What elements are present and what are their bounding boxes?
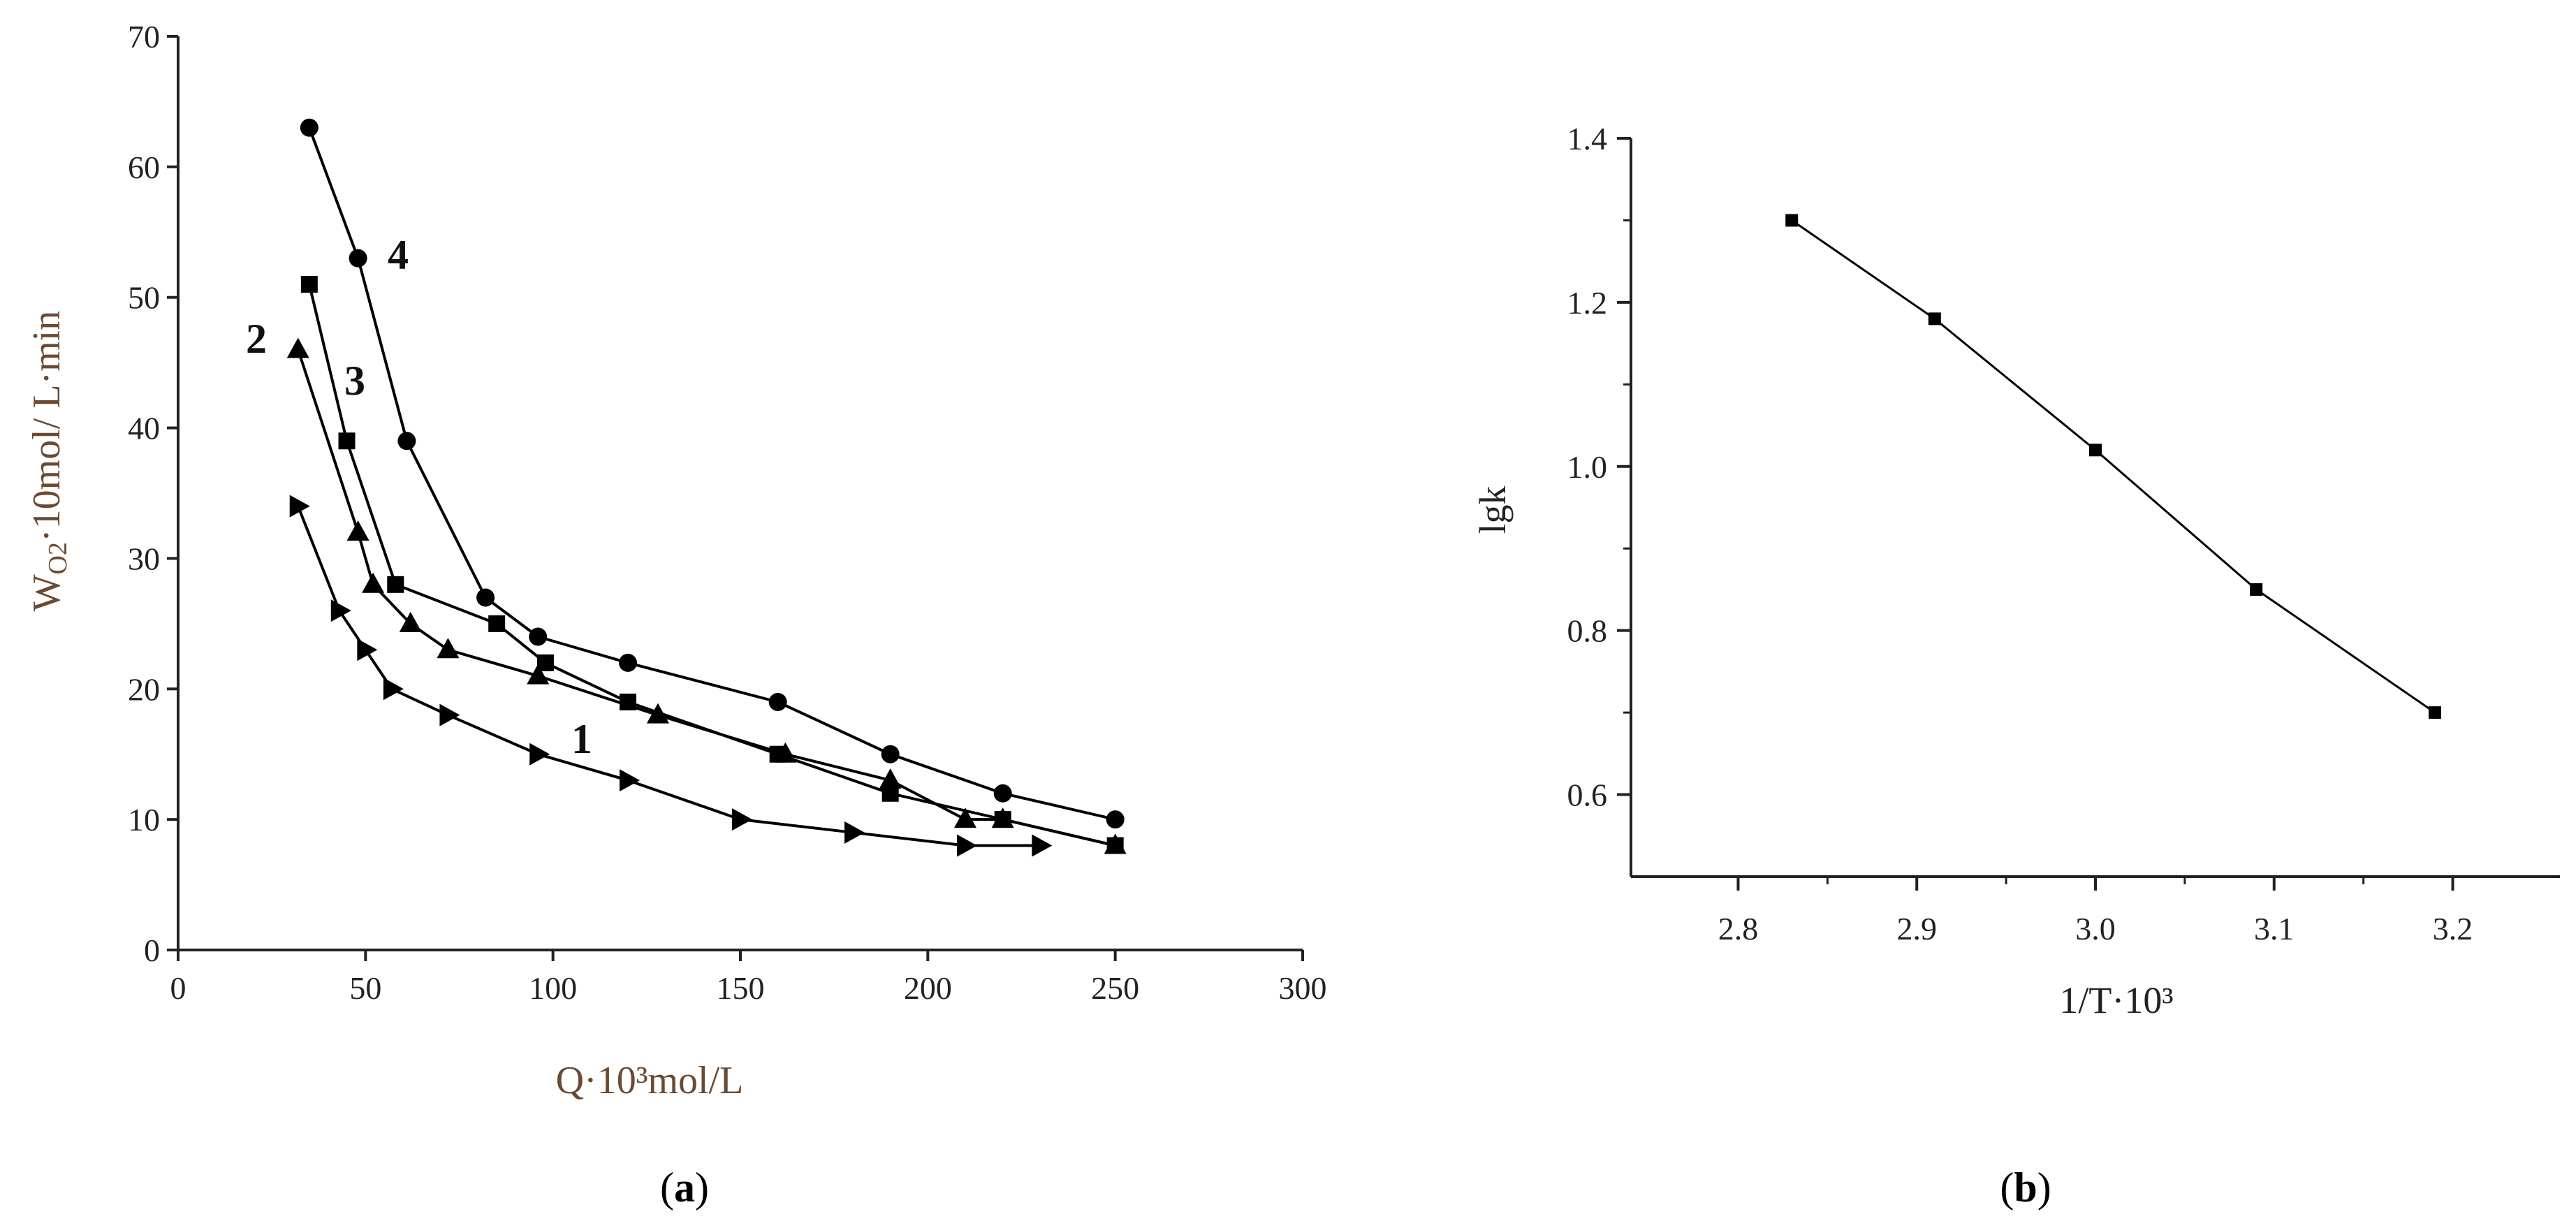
- panel-b-series-lgk-point: [2089, 444, 2102, 457]
- panel-a-series-3-point: [620, 693, 636, 710]
- panel-a-y-tick-label: 10: [128, 802, 160, 838]
- panel-a-series-4-point: [619, 653, 637, 672]
- panel-a-series-2-point: [286, 337, 309, 358]
- panel-a-series-1-point: [844, 821, 865, 844]
- panel-a-series-4-point: [529, 627, 548, 646]
- panel-b-y-tick-label: 1.4: [1567, 121, 1608, 156]
- panel-b-x-tick-label: 2.8: [1718, 911, 1759, 946]
- panel-a-series-1-point: [330, 599, 351, 622]
- panel-a-series-1-point: [732, 808, 752, 831]
- panel-b-caption: (b): [2000, 1164, 2051, 1211]
- panel-a-x-tick-label: 150: [717, 970, 765, 1006]
- panel-a-series-1-line: [296, 505, 1041, 847]
- panel-a-series-4-point: [397, 432, 416, 451]
- panel-a-series-1-point: [383, 678, 404, 701]
- panel-b-series-lgk-point: [2428, 706, 2441, 719]
- panel-a-series-4-point: [993, 784, 1012, 803]
- panel-a-series-2-point: [879, 768, 902, 789]
- panel-a-series-3-point: [488, 615, 506, 632]
- panel-b-y-tick-label: 1.0: [1567, 449, 1608, 485]
- panel-a-x-axis-title: Q·10³mol/L: [556, 1059, 744, 1102]
- panel-a-series-2-point: [346, 520, 369, 541]
- panel-a-series-1-point: [957, 834, 977, 857]
- panel-b-x-tick-label: 3.2: [2433, 911, 2473, 946]
- series-label-2: 2: [246, 316, 267, 362]
- panel-b-y-tick-label: 0.6: [1567, 777, 1608, 813]
- panel-b-series-lgk-point: [1785, 214, 1799, 227]
- panel-a-y-tick-label: 0: [144, 933, 160, 968]
- panel-a-y-tick-label: 20: [128, 671, 160, 707]
- panel-b-y-tick-label: 0.8: [1567, 613, 1608, 649]
- panel-b-series-lgk-point: [2250, 583, 2263, 596]
- panel-b-y-axis-title: lgk: [1472, 485, 1514, 534]
- panel-a-x-tick-label: 50: [349, 970, 381, 1006]
- panel-a-series-4-point: [1106, 810, 1125, 829]
- panel-a-y-tick-label: 50: [128, 280, 160, 316]
- panel-a-series-3-point: [1106, 837, 1124, 854]
- panel-a-series-1-point: [439, 703, 460, 726]
- panel-a-x-tick-label: 250: [1091, 970, 1139, 1006]
- panel-a-series-3-point: [769, 745, 786, 763]
- panel-b-x-tick-label: 3.0: [2075, 911, 2116, 946]
- panel-b-y-tick-label: 1.2: [1567, 285, 1608, 321]
- panel-a-series-2-point: [362, 572, 385, 593]
- panel-a-series-1-point: [289, 495, 310, 518]
- panel-a-y-tick-label: 70: [128, 19, 160, 54]
- panel-a-series-2-point: [527, 664, 550, 685]
- panel-a-y-tick-label: 60: [128, 149, 160, 185]
- panel-a-series-4-point: [349, 249, 367, 268]
- panel-a-caption: (a): [660, 1164, 709, 1211]
- panel-a-series-2-line: [296, 349, 1116, 847]
- series-label-3: 3: [344, 358, 365, 404]
- panel-a-y-tick-label: 30: [128, 541, 160, 576]
- panel-a-series-3-point: [994, 811, 1011, 828]
- panel-a-x-tick-label: 100: [529, 970, 577, 1006]
- series-label-1: 1: [571, 716, 592, 762]
- panel-a-series-4-point: [476, 588, 495, 607]
- panel-a-series-3-point: [338, 432, 356, 450]
- panel-a-x-tick-label: 0: [170, 970, 186, 1006]
- panel-a-series-3-line: [307, 284, 1116, 847]
- panel-a-series-1-point: [620, 769, 640, 792]
- panel-b-series-lgk-line: [1791, 219, 2436, 714]
- panel-a-series-4-point: [300, 118, 319, 137]
- panel-b-series-lgk-point: [1928, 312, 1941, 326]
- panel-a-series-4-point: [768, 692, 787, 711]
- panel-b-x-tick-label: 3.1: [2254, 911, 2295, 946]
- panel-a-series-1-point: [357, 638, 378, 661]
- panel-a-y-tick-label: 40: [128, 411, 160, 446]
- panel-a-series-1-point: [1032, 834, 1053, 857]
- panel-a-series-3-point: [536, 654, 554, 671]
- panel-a-series-2-point: [437, 638, 460, 659]
- panel-a-x-tick-label: 200: [904, 970, 952, 1006]
- panel-a-series-1-point: [529, 743, 550, 766]
- panel-b-chart: 2.8 2.9 3.0 3.1 3.2 0.6 0.8 1.0 1.2 1.4 1/T·10³ l…: [1472, 121, 2560, 1211]
- panel-a-series-4-line: [307, 127, 1116, 821]
- series-label-4: 4: [388, 232, 409, 278]
- panel-a-y-axis-title: WO2·10mol/ L·min: [25, 311, 73, 612]
- panel-a-series-4-point: [881, 745, 900, 763]
- panel-a-series-3-point: [881, 784, 899, 802]
- panel-a-series-2-point: [399, 611, 422, 632]
- panel-a-series-3-point: [387, 576, 404, 593]
- panel-b-x-axis-title: 1/T·10³: [2059, 979, 2173, 1021]
- panel-b-x-tick-label: 2.9: [1896, 911, 1937, 946]
- panel-a-series-2-point: [954, 807, 976, 828]
- panel-a-x-tick-label: 300: [1279, 970, 1327, 1006]
- panel-a-series-3-point: [300, 276, 318, 293]
